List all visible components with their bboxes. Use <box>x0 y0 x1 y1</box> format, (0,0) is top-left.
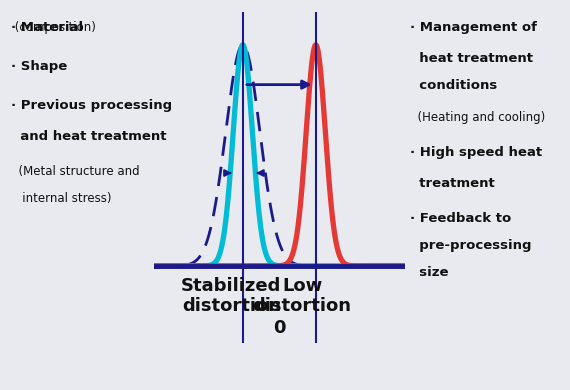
Text: (Metal structure and: (Metal structure and <box>11 165 140 178</box>
Text: · Management of: · Management of <box>410 21 538 34</box>
Text: internal stress): internal stress) <box>11 192 112 206</box>
Text: and heat treatment: and heat treatment <box>11 130 167 143</box>
Text: (composition): (composition) <box>11 21 96 34</box>
Text: pre-processing: pre-processing <box>410 239 532 252</box>
Text: 0: 0 <box>273 319 286 337</box>
Text: · High speed heat: · High speed heat <box>410 145 543 159</box>
Text: heat treatment: heat treatment <box>410 52 534 65</box>
Text: · Previous processing: · Previous processing <box>11 99 173 112</box>
Text: · Shape: · Shape <box>11 60 68 73</box>
Text: Low
distortion: Low distortion <box>253 277 352 315</box>
Text: (Heating and cooling): (Heating and cooling) <box>410 110 545 124</box>
Text: treatment: treatment <box>410 177 495 190</box>
Text: · Feedback to: · Feedback to <box>410 212 512 225</box>
Text: conditions: conditions <box>410 79 498 92</box>
Text: · Material: · Material <box>11 21 84 34</box>
Text: Stabilized
distortion: Stabilized distortion <box>181 277 282 315</box>
Text: size: size <box>410 266 449 280</box>
